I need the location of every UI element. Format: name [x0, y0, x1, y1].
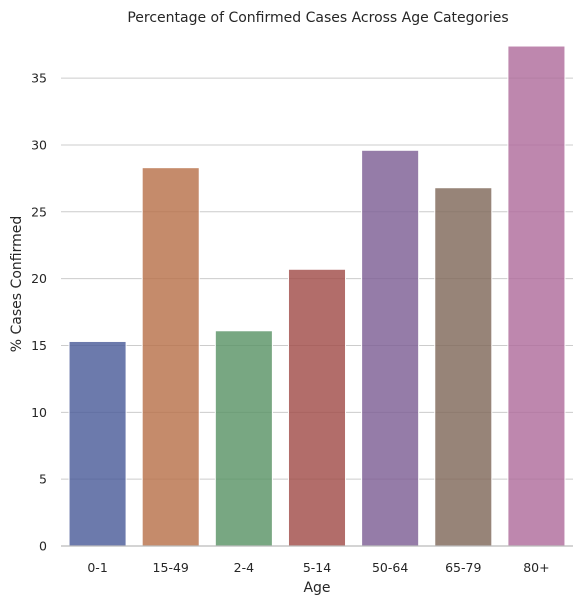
bar-5-14	[287, 268, 347, 547]
bar-0-1	[68, 340, 127, 547]
bar-65-79	[434, 187, 493, 547]
y-tick-label: 10	[31, 405, 47, 420]
y-tick-labels: 0 5 10 15 20 25 30 35	[31, 71, 47, 554]
x-tick-label: 2-4	[234, 560, 254, 575]
y-axis-label: % Cases Confirmed	[9, 216, 25, 352]
bar-80+	[507, 45, 566, 547]
bars	[68, 45, 566, 547]
x-tick-label: 50-64	[372, 560, 408, 575]
x-tick-label: 65-79	[445, 560, 481, 575]
x-tick-label: 0-1	[87, 560, 107, 575]
bar-15-49	[141, 167, 200, 547]
y-tick-label: 35	[31, 71, 47, 86]
x-axis-label: Age	[303, 580, 330, 596]
y-tick-label: 5	[39, 472, 47, 487]
x-tick-label: 5-14	[303, 560, 331, 575]
chart-title: Percentage of Confirmed Cases Across Age…	[127, 10, 508, 26]
y-tick-label: 30	[31, 137, 47, 152]
x-tick-labels: 0-1 15-49 2-4 5-14 50-64 65-79 80+	[87, 560, 549, 575]
y-tick-label: 25	[31, 204, 47, 219]
bar-2-4	[214, 330, 273, 547]
y-tick-label: 0	[39, 539, 47, 554]
bar-50-64	[361, 149, 420, 547]
x-tick-label: 15-49	[153, 560, 189, 575]
x-tick-label: 80+	[523, 560, 549, 575]
y-tick-label: 15	[31, 338, 47, 353]
y-tick-label: 20	[31, 271, 47, 286]
